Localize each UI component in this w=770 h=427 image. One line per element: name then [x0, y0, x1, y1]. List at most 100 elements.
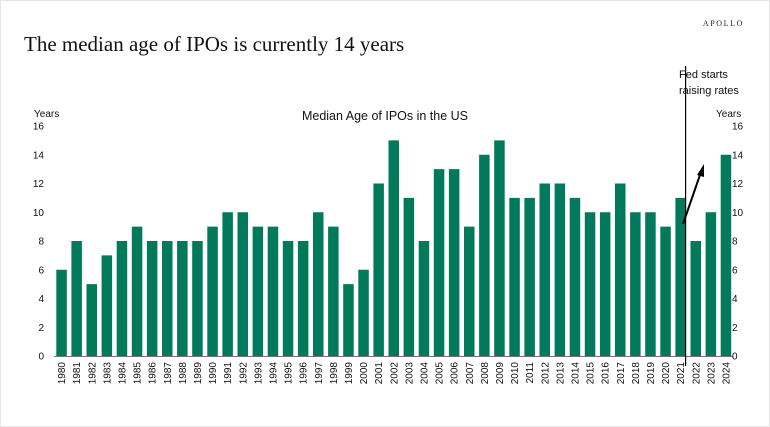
bar-1982 [86, 284, 97, 357]
y-axis-unit-left: Years [34, 109, 59, 120]
bar-2006 [448, 169, 460, 357]
y-tick-label-right: 6 [732, 265, 738, 276]
bar-1983 [101, 255, 113, 357]
bar-1987 [162, 241, 173, 356]
x-tick-label: 1981 [72, 362, 83, 385]
x-tick-label: 1984 [117, 362, 128, 385]
x-tick-label: 1997 [314, 362, 325, 385]
bar-2000 [358, 269, 369, 356]
x-tick-label: 2021 [676, 362, 687, 385]
x-tick-label: 2003 [404, 362, 415, 385]
x-tick-label: 1990 [208, 362, 219, 385]
x-tick-label: 2023 [706, 362, 717, 385]
y-tick-label-right: 14 [732, 150, 744, 161]
x-tick-label: 1980 [57, 362, 68, 385]
y-tick-label-right: 10 [732, 208, 744, 219]
x-tick-label: 1983 [102, 362, 113, 385]
bar-2008 [479, 154, 490, 356]
y-tick-label-left: 2 [38, 323, 44, 334]
bar-1988 [177, 241, 188, 356]
bar-2001 [373, 183, 384, 356]
bar-2015 [584, 212, 596, 356]
headline: The median age of IPOs is currently 14 y… [24, 32, 405, 56]
x-tick-label: 2012 [540, 362, 551, 385]
x-tick-label: 2010 [510, 362, 521, 385]
x-tick-label: 1992 [238, 362, 249, 385]
y-tick-label-left: 12 [33, 179, 45, 190]
bar-2005 [433, 169, 445, 357]
bar-1986 [146, 241, 158, 356]
x-tick-label: 2009 [495, 362, 506, 385]
x-tick-label: 2017 [616, 362, 627, 385]
y-tick-label-left: 14 [33, 150, 45, 161]
y-tick-label-right: 2 [732, 323, 738, 334]
bar-1990 [207, 226, 218, 357]
y-tick-label-left: 10 [33, 208, 45, 219]
bar-1997 [313, 212, 324, 356]
y-tick-label-right: 12 [732, 179, 744, 190]
x-tick-label: 2005 [435, 362, 446, 385]
bar-2004 [418, 241, 430, 356]
bar-2013 [554, 183, 566, 356]
bar-2012 [539, 183, 550, 356]
bar-2021 [675, 197, 686, 357]
bar-1981 [71, 241, 82, 356]
bar-1989 [192, 241, 203, 356]
x-tick-label: 2014 [570, 362, 581, 385]
y-tick-label-left: 4 [38, 294, 44, 305]
x-tick-label: 2001 [374, 362, 385, 385]
x-tick-label: 1985 [133, 362, 144, 385]
bar-2020 [660, 226, 671, 357]
bar-2023 [705, 212, 717, 356]
y-tick-label-left: 0 [38, 352, 44, 363]
bar-1996 [297, 241, 309, 356]
y-tick-label-left: 6 [38, 265, 44, 276]
y-tick-label-right: 16 [732, 122, 744, 133]
x-tick-label: 1987 [163, 362, 174, 385]
x-tick-label: 2015 [586, 362, 597, 385]
x-tick-label: 2007 [465, 362, 476, 385]
x-tick-label: 2016 [601, 362, 612, 385]
x-tick-label: 1991 [223, 362, 234, 385]
x-tick-label: 2024 [721, 362, 732, 385]
x-tick-label: 2013 [555, 362, 566, 385]
bar-1995 [282, 241, 294, 356]
bar-2016 [599, 212, 611, 356]
chart-title: Median Age of IPOs in the US [302, 109, 468, 123]
bar-1992 [237, 212, 248, 356]
y-tick-label-left: 16 [33, 122, 45, 133]
bar-2003 [403, 197, 415, 357]
y-tick-label-right: 4 [732, 294, 738, 305]
bar-1994 [267, 226, 279, 357]
fed-annotation-line1: Fed starts [679, 69, 728, 81]
trend-arrow [682, 164, 704, 225]
bar-2009 [494, 140, 505, 357]
x-tick-label: 2022 [691, 362, 702, 385]
bar-2002 [388, 140, 399, 357]
y-tick-label-right: 0 [732, 352, 738, 363]
bar-1985 [131, 226, 143, 357]
y-axis-unit-right: Years [716, 109, 741, 120]
x-tick-label: 2000 [359, 362, 370, 385]
x-tick-label: 1986 [148, 362, 159, 385]
x-tick-label: 2008 [480, 362, 491, 385]
x-axis: 1980 1981 1982 1983 1984 1985 1986 1987 1988 1989… [57, 362, 732, 385]
x-tick-label: 1995 [284, 362, 295, 385]
brand-logo: APOLLO [702, 19, 744, 28]
bar-1984 [116, 241, 128, 356]
x-tick-label: 2006 [450, 362, 461, 385]
y-axis-left: 0 2 4 6 8 10 12 14 16 [33, 122, 45, 363]
x-tick-label: 1996 [299, 362, 310, 385]
bar-2011 [524, 197, 535, 357]
bar-1993 [252, 226, 264, 357]
x-tick-label: 2019 [646, 362, 657, 385]
bar-2022 [690, 241, 701, 356]
x-tick-label: 1994 [268, 362, 279, 385]
x-tick-label: 2020 [661, 362, 672, 385]
bar-2018 [630, 212, 641, 356]
x-tick-label: 1993 [253, 362, 264, 385]
bar-1999 [343, 284, 354, 357]
x-tick-label: 1998 [329, 362, 340, 385]
bar-series [56, 140, 732, 357]
